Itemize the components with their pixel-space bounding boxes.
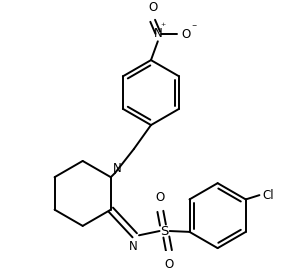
Text: O: O [182,28,191,41]
Text: Cl: Cl [262,189,274,202]
Text: $^-$: $^-$ [190,22,198,31]
Text: N: N [112,162,121,175]
Text: O: O [148,1,157,14]
Text: $^+$: $^+$ [159,21,167,30]
Text: S: S [161,224,169,237]
Text: O: O [156,191,165,204]
Text: N: N [153,27,162,40]
Text: N: N [129,240,138,253]
Text: O: O [164,258,173,271]
